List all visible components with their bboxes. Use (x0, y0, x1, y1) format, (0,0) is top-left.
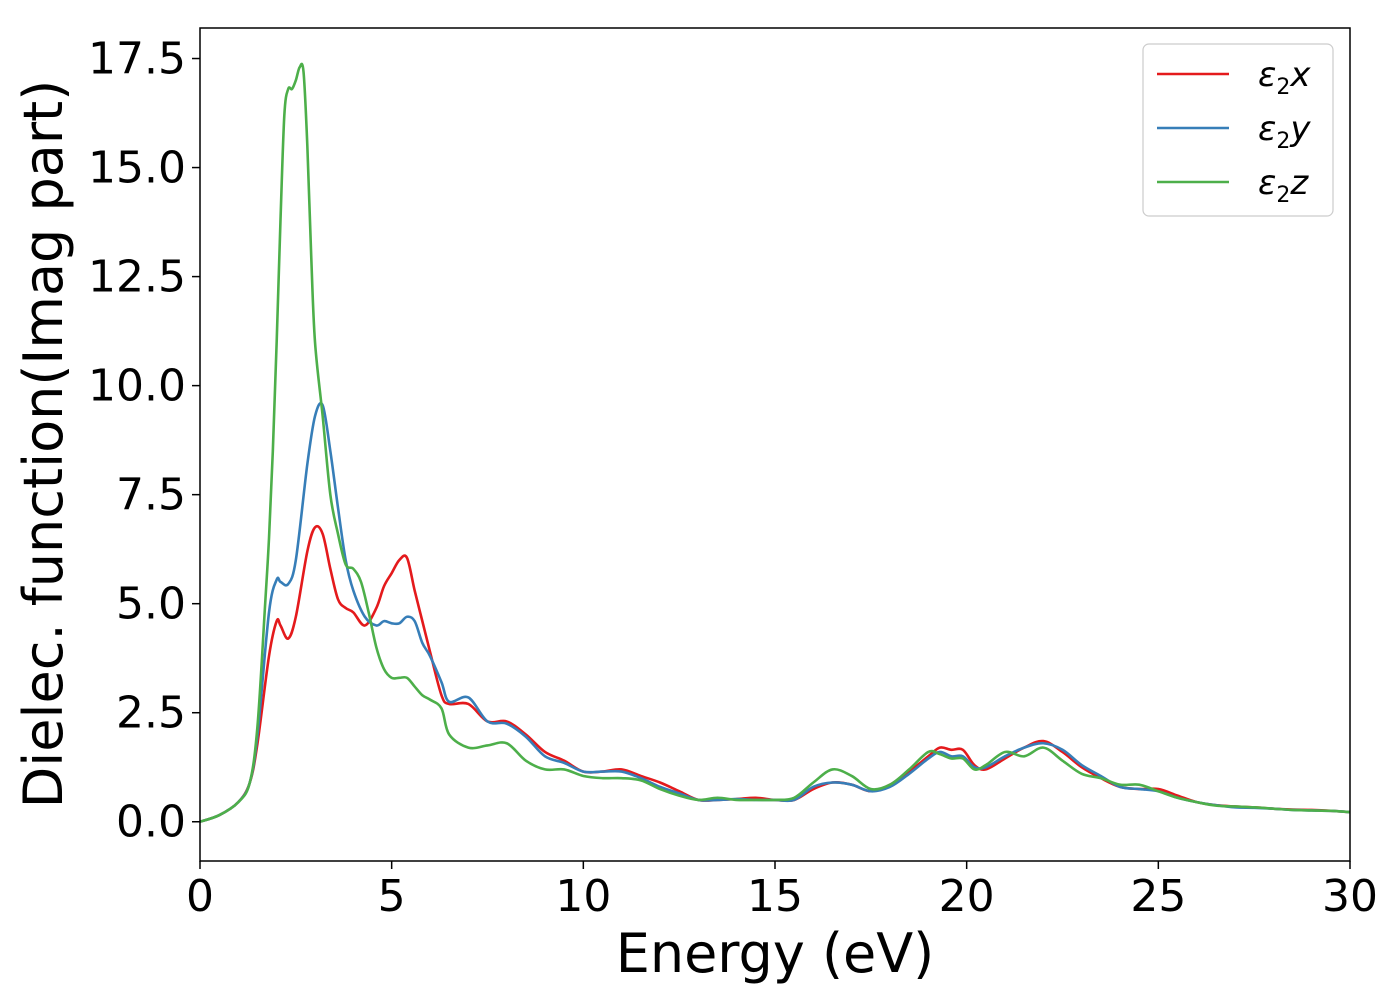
x-tick-label: 25 (1130, 871, 1186, 922)
x-axis: 0 5 10 15 20 25 30 (186, 861, 1378, 922)
x-tick-label: 10 (555, 871, 611, 922)
y-tick-label: 7.5 (116, 470, 186, 521)
series-line-z (200, 62, 1350, 824)
y-axis: 0.0 2.5 5.0 7.5 10.0 12.5 15.0 17.5 (88, 34, 200, 848)
y-tick-label: 2.5 (116, 688, 186, 739)
y-tick-label: 12.5 (88, 252, 186, 303)
legend-label-z: ε2z (1258, 163, 1309, 208)
x-tick-label: 15 (747, 871, 803, 922)
x-tick-label: 0 (186, 871, 214, 922)
series-layer (200, 62, 1350, 824)
legend-box (1142, 43, 1334, 217)
y-tick-label: 0.0 (116, 797, 186, 848)
legend: ε2x ε2y ε2z (1142, 43, 1334, 217)
y-tick-label: 5.0 (116, 579, 186, 630)
y-axis-title: Dielec. function(Imag part) (12, 80, 75, 809)
y-tick-label: 15.0 (88, 143, 186, 194)
x-axis-title: Energy (eV) (616, 922, 935, 985)
y-tick-label: 17.5 (88, 34, 186, 85)
legend-label-x: ε2x (1258, 55, 1311, 100)
legend-label-y: ε2y (1258, 109, 1311, 154)
x-tick-label: 30 (1322, 871, 1378, 922)
x-tick-label: 20 (939, 871, 995, 922)
x-tick-label: 5 (378, 871, 406, 922)
y-tick-label: 10.0 (88, 361, 186, 412)
